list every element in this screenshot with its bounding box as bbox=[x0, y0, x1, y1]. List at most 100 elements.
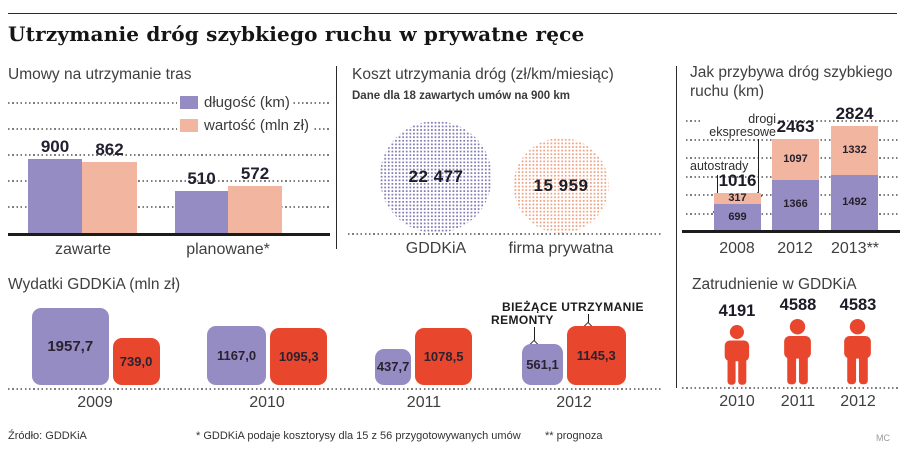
spending-group-2011: 437,7 1078,5 bbox=[375, 328, 472, 385]
spending-group-2012: 561,1 1145,3 bbox=[522, 326, 626, 385]
category-label: 2012 bbox=[777, 240, 813, 257]
bar-zawarte-wartosc: 862 bbox=[82, 140, 137, 233]
spending-group-2010: 1167,0 1095,3 bbox=[207, 325, 328, 385]
bubble-value: 22 477 bbox=[408, 166, 464, 186]
category-label: GDDKiA bbox=[405, 240, 467, 257]
square-value: 1078,5 bbox=[423, 349, 464, 365]
leader-line bbox=[758, 139, 759, 193]
source-note: Źródło: GDDKiA bbox=[8, 430, 87, 442]
cost-title: Koszt utrzymania dróg (zł/km/miesiąc) bbox=[352, 66, 614, 83]
bubble-gddkia: 22 477 bbox=[379, 120, 493, 233]
category-label: planowane* bbox=[186, 241, 270, 258]
segment-value: 1366 bbox=[783, 198, 808, 211]
credit: MC bbox=[876, 433, 890, 443]
footnote-1: * GDDKiA podaje kosztorysy dla 15 z 56 p… bbox=[196, 430, 521, 442]
cost-baseline bbox=[348, 233, 662, 235]
category-label: 2012 bbox=[840, 393, 876, 410]
category-label: 2012 bbox=[556, 394, 592, 411]
person-icon bbox=[839, 319, 876, 385]
segment-value: 699 bbox=[728, 210, 747, 223]
leader-line bbox=[534, 327, 535, 342]
category-label: 2010 bbox=[249, 394, 285, 411]
category-label: 2008 bbox=[719, 240, 755, 257]
stacked-bar-2008: 1016 317 699 bbox=[714, 171, 761, 230]
gridline bbox=[8, 128, 330, 130]
contracts-axis bbox=[8, 233, 330, 236]
square-biezace: 1078,5 bbox=[415, 328, 472, 385]
growth-axis bbox=[682, 230, 900, 233]
segment-highways: 1366 bbox=[772, 179, 819, 230]
square-value: 739,0 bbox=[119, 353, 153, 369]
bubble-private: 15 959 bbox=[513, 138, 609, 233]
square-value: 561,1 bbox=[526, 357, 559, 373]
gridline bbox=[8, 180, 330, 182]
pictogram-value: 4191 bbox=[718, 301, 756, 320]
page-title: Utrzymanie dróg szybkiego ruchu w prywat… bbox=[8, 22, 585, 46]
person-icon bbox=[720, 324, 754, 385]
cost-subtitle: Dane dla 18 zawartych umów na 900 km bbox=[352, 90, 570, 102]
square-remonty: 1167,0 bbox=[207, 325, 267, 385]
bar-zawarte-dlugosc: 900 bbox=[28, 137, 82, 233]
square-biezace: 739,0 bbox=[112, 337, 160, 385]
pictogram-value: 4588 bbox=[779, 296, 817, 315]
bar-planowane-dlugosc: 510 bbox=[175, 169, 228, 233]
bubble-value: 15 959 bbox=[533, 175, 589, 195]
bar-value: 900 bbox=[40, 137, 70, 157]
divider-left-middle bbox=[336, 66, 337, 249]
growth-title: Jak przybywa dróg szybkiego ruchu (km) bbox=[690, 64, 893, 101]
pictogram-value: 4583 bbox=[839, 296, 877, 315]
legend-label: długość (km) bbox=[204, 94, 290, 111]
stack-total: 2463 bbox=[776, 117, 815, 137]
square-value: 437,7 bbox=[376, 359, 410, 375]
segment-expressways: 1332 bbox=[831, 126, 878, 176]
contracts-title: Umowy na utrzymanie tras bbox=[8, 66, 192, 83]
category-label: 2013** bbox=[830, 240, 880, 257]
square-value: 1145,3 bbox=[576, 348, 616, 364]
segment-highways: 1492 bbox=[831, 175, 878, 230]
top-rule bbox=[8, 13, 897, 14]
legend-label: wartość (mln zł) bbox=[204, 117, 310, 134]
square-remonty: 437,7 bbox=[375, 348, 412, 385]
legend-item-value: wartość (mln zł) bbox=[177, 117, 313, 134]
gridline bbox=[8, 154, 330, 156]
bar-value: 572 bbox=[240, 163, 270, 183]
segment-value: 1492 bbox=[842, 196, 867, 209]
square-remonty: 561,1 bbox=[522, 344, 563, 385]
gridline bbox=[686, 120, 900, 122]
pictogram-2012: 4583 bbox=[823, 296, 893, 385]
person-icon bbox=[779, 319, 816, 385]
square-biezace: 1095,3 bbox=[270, 327, 328, 385]
leader-line bbox=[588, 314, 589, 324]
employment-title: Zatrudnienie w GDDKiA bbox=[692, 276, 857, 293]
square-value: 1095,3 bbox=[278, 348, 319, 364]
category-label: 2009 bbox=[77, 394, 113, 411]
employment-baseline bbox=[682, 387, 900, 389]
legend-item-length: długość (km) bbox=[177, 94, 293, 111]
square-biezace: 1145,3 bbox=[566, 326, 626, 385]
gridline bbox=[8, 102, 330, 104]
category-label: 2010 bbox=[719, 393, 755, 410]
segment-value: 1097 bbox=[783, 153, 808, 166]
annotation-remonty: REMONTY bbox=[489, 313, 556, 327]
stack-total: 1016 bbox=[718, 170, 757, 190]
spending-baseline bbox=[8, 388, 662, 390]
leader-line bbox=[717, 175, 718, 209]
footnote-2: ** prognoza bbox=[545, 430, 603, 442]
spending-group-2009: 1957,7 739,0 bbox=[32, 308, 160, 385]
pictogram-2011: 4588 bbox=[763, 296, 833, 385]
square-value: 1167,0 bbox=[217, 347, 257, 363]
spending-title: Wydatki GDDKiA (mln zł) bbox=[8, 276, 181, 293]
segment-value: 1332 bbox=[842, 144, 867, 157]
category-label: 2011 bbox=[406, 394, 442, 411]
divider-middle-right bbox=[676, 66, 677, 388]
bar-value: 510 bbox=[187, 169, 216, 189]
gridline bbox=[8, 206, 330, 208]
annotation-biezace-utrzymanie: BIEŻĄCE UTRZYMANIE bbox=[500, 300, 646, 314]
legend-swatch-purple bbox=[180, 96, 198, 109]
category-label: 2011 bbox=[780, 393, 816, 410]
annotation-expressways: drogi ekspresowe bbox=[700, 112, 778, 140]
legend-swatch-salmon bbox=[180, 119, 198, 132]
annotation-highways: autostrady bbox=[688, 159, 751, 174]
segment-expressways: 1097 bbox=[772, 139, 819, 180]
